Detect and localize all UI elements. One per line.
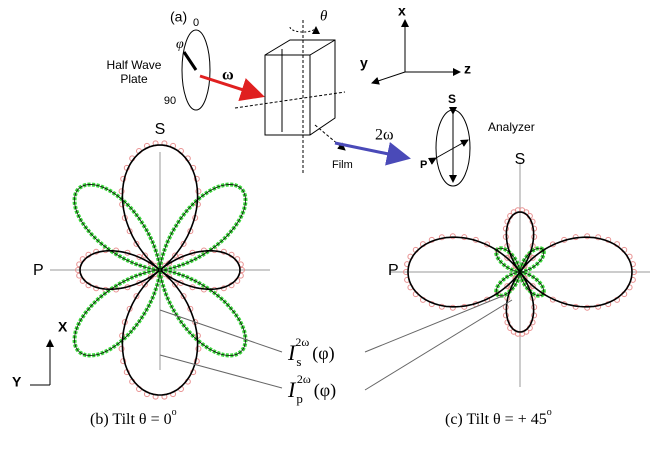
lab-y-label: Y — [12, 374, 22, 390]
data-point — [584, 233, 591, 240]
green-fit — [495, 247, 545, 297]
input-beam — [199, 74, 265, 101]
axis-z-label: z — [464, 61, 471, 77]
omega-label: ω — [222, 67, 234, 84]
schematic: (a) 0 90 φ Half Wave Plate ω θ Film 2ω S… — [106, 3, 535, 187]
connector — [159, 354, 283, 389]
plot-c-s: S — [515, 151, 526, 168]
lab-x-label: X — [58, 319, 68, 335]
connector — [364, 299, 513, 391]
data-point — [180, 293, 187, 300]
data-point — [195, 345, 202, 352]
data-point — [141, 252, 148, 259]
waveplate-title: Half Wave Plate — [106, 58, 162, 86]
data-point — [118, 188, 125, 195]
analyzer-p-label: P — [420, 159, 427, 171]
data-point — [180, 240, 187, 247]
caption-c: (c) Tilt θ = + 45o — [445, 407, 552, 427]
waveplate-axis — [182, 51, 198, 71]
plot-b-s: S — [155, 121, 166, 138]
analyzer-p — [427, 139, 469, 165]
legend-is: Is2ω(φ) — [287, 335, 335, 369]
legend-ip: Ip2ω(φ) — [287, 372, 336, 406]
analyzer-title: Analyzer — [488, 120, 535, 134]
data-point — [141, 281, 148, 288]
data-point — [504, 254, 511, 261]
axis-x-label: x — [398, 3, 406, 19]
data-point — [195, 188, 202, 195]
waveplate — [181, 29, 211, 111]
black-fit — [407, 211, 633, 333]
waveplate-90: 90 — [164, 95, 176, 107]
axis-y — [371, 71, 406, 85]
output-beam — [334, 141, 411, 166]
plot-b-p: P — [33, 262, 44, 279]
data-point — [172, 281, 179, 288]
polar-plots — [50, 140, 650, 400]
data-point — [133, 240, 140, 247]
connector — [364, 294, 506, 353]
2omega-label: 2ω — [375, 127, 394, 144]
green-fit — [74, 184, 246, 356]
data-point — [449, 304, 456, 311]
phi-label: φ — [176, 37, 184, 52]
data-point — [118, 345, 125, 352]
data-point — [449, 233, 456, 240]
sample — [264, 39, 336, 136]
connector — [159, 309, 283, 353]
data-point — [584, 304, 591, 311]
axis-y-label: y — [360, 55, 368, 71]
beam-path — [234, 91, 346, 109]
data-point — [133, 293, 140, 300]
theta-label: θ — [320, 8, 328, 24]
plot-c-p: P — [388, 262, 399, 279]
data-point — [529, 283, 536, 290]
waveplate-0: 0 — [193, 17, 199, 29]
film-normal — [314, 124, 346, 151]
black-fit — [79, 144, 241, 396]
caption-b: (b) Tilt θ = 0o — [90, 407, 177, 427]
panel-label: (a) — [170, 9, 187, 25]
data-point — [172, 252, 179, 259]
analyzer-s-label: S — [448, 92, 456, 106]
film-label: Film — [332, 159, 353, 171]
